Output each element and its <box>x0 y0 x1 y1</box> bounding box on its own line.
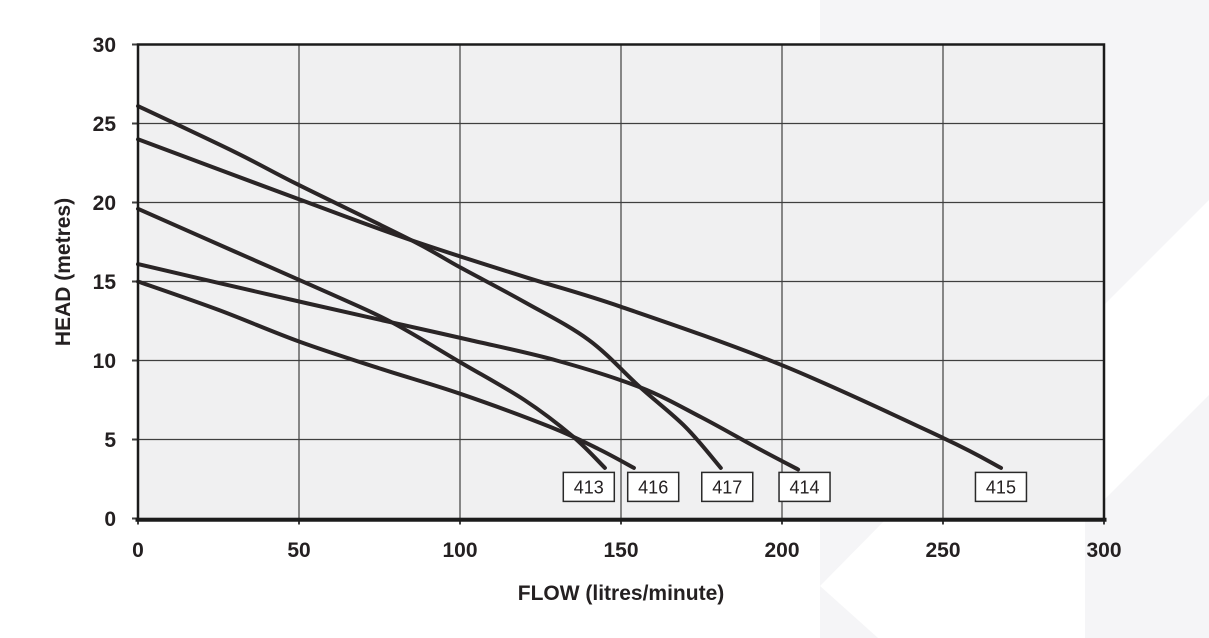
y-tick-label-5: 5 <box>104 429 116 452</box>
x-axis-title: FLOW (litres/minute) <box>517 582 725 605</box>
x-tick-label-50: 50 <box>287 539 310 562</box>
watermark-shape <box>820 519 886 586</box>
y-tick-label-0: 0 <box>104 508 116 531</box>
x-tick-label-200: 200 <box>764 539 799 562</box>
watermark-shape <box>1104 44 1209 305</box>
curve-415 <box>136 137 1003 470</box>
watermark-shape <box>1085 395 1209 638</box>
x-tick-label-0: 0 <box>132 539 144 562</box>
y-tick-label-25: 25 <box>93 113 117 136</box>
x-tick-label-150: 150 <box>603 539 638 562</box>
curve-416 <box>136 279 636 470</box>
curve-label-415: 415 <box>986 477 1016 497</box>
curve-label-box-414 <box>778 471 831 503</box>
curve-label-416: 416 <box>638 477 668 497</box>
curve-label-417: 417 <box>712 477 742 497</box>
curve-label-box-413 <box>562 471 616 503</box>
curve-label-414: 414 <box>790 477 820 497</box>
curve-413 <box>136 206 607 470</box>
curve-417 <box>136 104 723 470</box>
y-tick-label-10: 10 <box>93 350 116 373</box>
x-tick-label-300: 300 <box>1086 539 1121 562</box>
y-axis-title: HEAD (metres) <box>52 197 75 347</box>
y-tick-label-20: 20 <box>93 192 116 215</box>
curve-label-box-415 <box>974 471 1028 503</box>
x-tick-label-250: 250 <box>925 539 960 562</box>
y-tick-label-30: 30 <box>93 34 116 57</box>
curve-label-box-416 <box>626 471 680 503</box>
y-tick-label-15: 15 <box>93 271 117 294</box>
curve-label-box-417 <box>701 471 754 503</box>
curve-414 <box>136 262 801 472</box>
watermark-shape <box>820 586 878 638</box>
watermark-shape <box>820 0 1209 44</box>
x-tick-label-100: 100 <box>442 539 477 562</box>
curve-label-413: 413 <box>574 477 604 497</box>
plot-frame <box>136 43 1106 519</box>
